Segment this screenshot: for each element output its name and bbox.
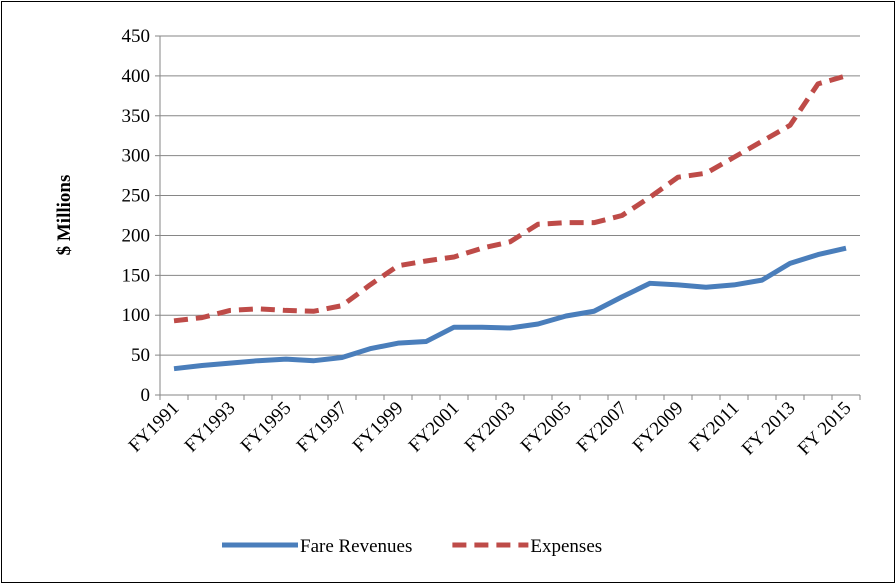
- y-tick-label: 300: [122, 146, 151, 167]
- y-tick-label: 350: [122, 106, 151, 127]
- y-tick-label: 50: [131, 345, 150, 366]
- y-tick-label: 100: [122, 305, 151, 326]
- y-tick-label: 0: [141, 385, 151, 406]
- y-tick-label: 450: [122, 26, 151, 47]
- legend-label: Fare Revenues: [300, 536, 412, 557]
- series-line: [173, 73, 847, 324]
- legend-label: Expenses: [530, 536, 602, 557]
- y-tick-label: 150: [122, 265, 151, 286]
- series-line: [173, 245, 847, 372]
- y-tick-label: 250: [122, 186, 151, 207]
- y-tick-label: 200: [122, 225, 151, 246]
- y-tick-label: 400: [122, 66, 151, 87]
- y-axis-title: $ Millions: [54, 175, 75, 256]
